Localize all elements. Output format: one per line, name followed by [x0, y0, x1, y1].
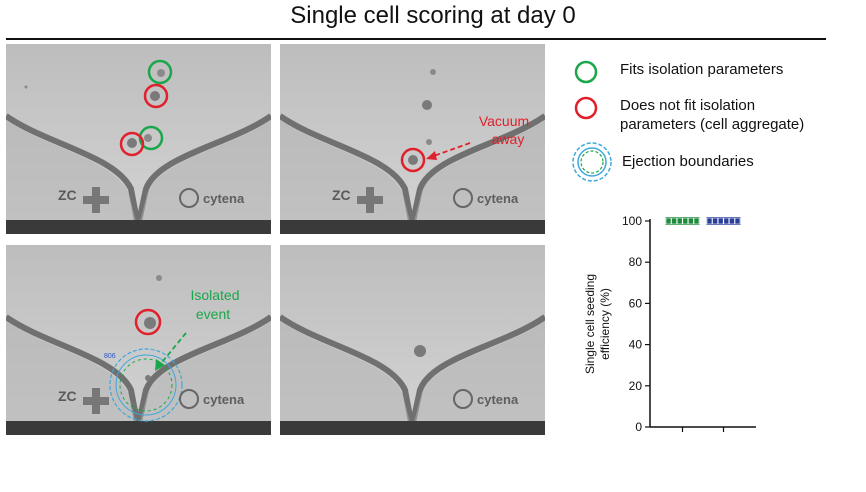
vacuum-label-line2: away: [492, 131, 525, 147]
data-point: [734, 217, 741, 225]
data-point: [665, 217, 672, 225]
isolated-arrow-head: [155, 359, 165, 371]
isolated-arrow: [157, 332, 187, 368]
cytena-logo-icon: [453, 389, 473, 409]
cell: [414, 345, 426, 357]
legend-item-fits: Fits isolation parameters: [570, 60, 783, 84]
data-point: [693, 217, 700, 225]
boundary-marker: 806: [104, 353, 116, 360]
red-circle-icon: [574, 96, 598, 120]
cytena-logo-icon: [179, 188, 199, 208]
cytena-logo-icon: [453, 188, 473, 208]
cytena-watermark: cytena: [203, 191, 245, 206]
data-point-group-1: [665, 217, 700, 225]
data-point: [712, 217, 718, 225]
panel-bottom-right: cytena: [280, 245, 545, 435]
fit-marker-circle: [147, 59, 173, 85]
data-point: [676, 217, 683, 225]
cytena-watermark: cytena: [477, 191, 519, 206]
cross-logo-icon: [83, 187, 109, 213]
y-tick-label: 60: [629, 296, 643, 310]
legend-item-ejection: Ejection boundaries: [570, 140, 754, 184]
panel-top-left: ZC cytena: [6, 44, 271, 234]
misfit-marker-circle: [134, 308, 162, 336]
nozzle-fill: [280, 120, 545, 234]
misfit-marker-circle: [143, 83, 169, 109]
zc-watermark: ZC: [58, 187, 77, 203]
isolated-cell: [145, 375, 151, 381]
cell: [408, 155, 418, 165]
panel-top-right: Vacuum away ZC cytena: [280, 44, 545, 234]
legend-label: Ejection boundaries: [622, 153, 754, 170]
data-point: [671, 217, 677, 225]
isolated-label-line2: event: [196, 306, 230, 322]
misfit-marker-circle: [119, 131, 145, 157]
data-point: [729, 217, 735, 225]
cell: [157, 69, 165, 77]
substrate-edge: [280, 220, 545, 234]
cell: [430, 69, 436, 75]
efficiency-chart: 0 20 40 60 80 100 Single cell seeding efficienc…: [583, 214, 756, 434]
data-point-group-2: [706, 217, 741, 225]
figure-title: Single cell scoring at day 0: [290, 2, 576, 29]
cross-logo-icon: [357, 187, 383, 213]
cell: [426, 139, 432, 145]
misfit-marker-circle: [400, 147, 426, 173]
zc-watermark: ZC: [332, 187, 351, 203]
y-tick-label: 100: [622, 214, 642, 228]
y-tick-label: 0: [635, 420, 642, 434]
cell: [156, 275, 162, 281]
ejection-boundary-icon: [572, 142, 612, 182]
ejection-boundary: [109, 348, 183, 422]
zc-watermark: ZC: [58, 388, 77, 404]
data-point: [688, 217, 694, 225]
vacuum-arrow-head: [426, 151, 437, 160]
data-point: [706, 217, 713, 225]
legend-label: Does not fit isolation parameters (cell …: [620, 97, 805, 133]
cytena-watermark: cytena: [477, 392, 519, 407]
panel-bottom-left: 806 Isolated event ZC cytena: [6, 245, 271, 435]
cell: [144, 134, 152, 142]
vacuum-label-line1: Vacuum: [479, 113, 529, 129]
y-axis-label: Single cell seeding: [583, 274, 597, 374]
y-tick-label: 40: [629, 338, 643, 352]
cell: [127, 138, 137, 148]
cell: [422, 100, 432, 110]
title-underline: [6, 38, 826, 40]
isolated-label-line1: Isolated: [190, 287, 239, 303]
green-circle-icon: [574, 60, 598, 84]
data-point: [717, 217, 724, 225]
nozzle-fill: [6, 321, 271, 435]
y-tick-label: 20: [629, 379, 643, 393]
legend-item-does-not-fit: Does not fit isolation parameters (cell …: [570, 96, 804, 134]
cross-logo-icon: [83, 388, 109, 414]
cell: [144, 317, 156, 329]
legend-label: Fits isolation parameters: [620, 61, 784, 78]
substrate-edge: [6, 421, 271, 435]
data-point: [723, 217, 730, 225]
substrate-edge: [280, 421, 545, 435]
debris: [24, 85, 28, 89]
nozzle-fill: [6, 120, 271, 234]
y-tick-label: 80: [629, 255, 643, 269]
y-axis-label: efficiency (%): [598, 288, 612, 360]
cytena-logo-icon: [179, 389, 199, 409]
substrate-edge: [6, 220, 271, 234]
nozzle-fill: [280, 321, 545, 435]
cell: [150, 91, 160, 101]
cytena-watermark: cytena: [203, 392, 245, 407]
data-point: [682, 217, 689, 225]
